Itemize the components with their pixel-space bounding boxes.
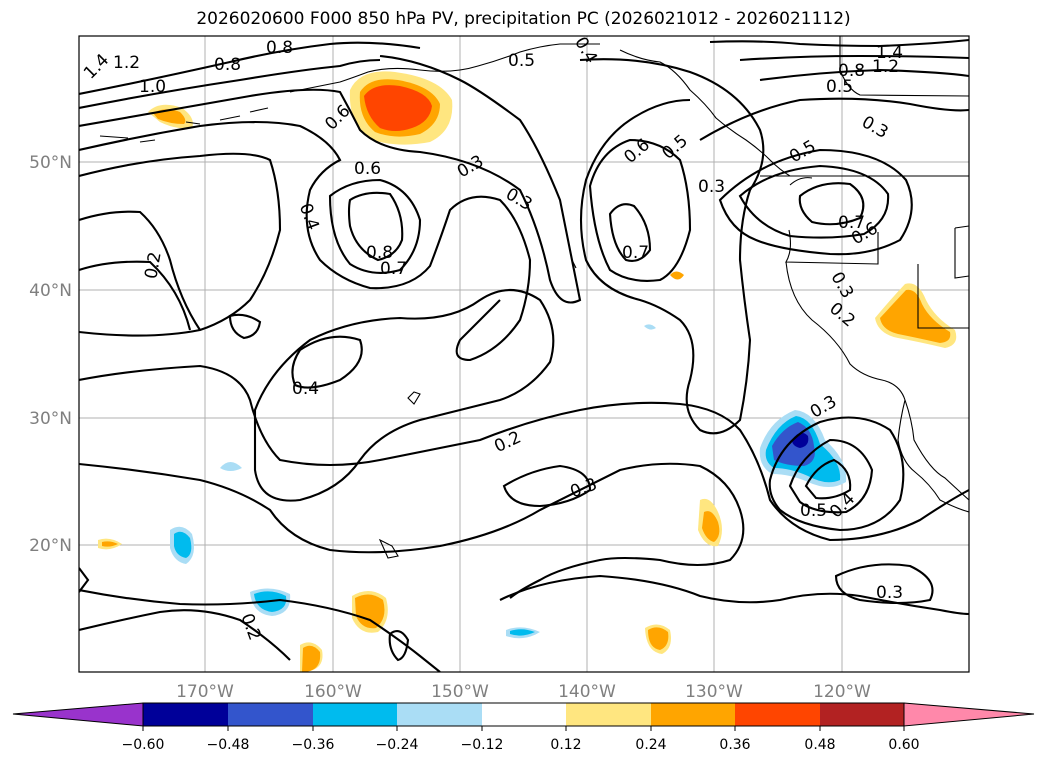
colorbar-bin	[313, 703, 397, 726]
colorbar: −0.60 −0.48 −0.36 −0.24 −0.12 0.12 0.24 …	[12, 702, 1035, 753]
colorbar-tick-label: −0.24	[376, 737, 419, 753]
lon-label-130w: 130°W	[685, 682, 743, 702]
colorbar-bin	[228, 703, 313, 726]
precip-positive-small1	[670, 271, 684, 280]
colorbar-bin	[735, 703, 820, 726]
lon-label-150w: 150°W	[431, 682, 489, 702]
precip-negative-sub4	[220, 462, 242, 471]
colorbar-tick-label: 0.48	[804, 737, 835, 753]
colorbar-bin	[143, 703, 228, 726]
contour-label: 0.4	[292, 379, 319, 399]
lat-label-20n: 20°N	[29, 536, 72, 556]
contour-label: 0.3	[876, 583, 903, 603]
contour-label: 0.8	[366, 243, 393, 263]
precip-shading	[98, 71, 957, 672]
precip-negative-sub5	[644, 324, 656, 330]
lon-label-140w: 140°W	[558, 682, 616, 702]
contour-label: 1.0	[139, 77, 166, 97]
graticule	[79, 36, 969, 672]
colorbar-tick-label: 0.36	[719, 737, 750, 753]
colorbar-bin	[566, 703, 651, 726]
colorbar-tick-labels: −0.60 −0.48 −0.36 −0.24 −0.12 0.12 0.24 …	[122, 737, 920, 753]
colorbar-bin	[397, 703, 482, 726]
contour-label: 0.2	[141, 250, 165, 280]
colorbar-bin	[820, 703, 904, 726]
contour-label: 0.8	[214, 55, 241, 75]
map-frame	[78, 35, 970, 673]
colorbar-tick-label: 0.24	[635, 737, 666, 753]
lon-label-170w: 170°W	[176, 682, 234, 702]
lon-label-160w: 160°W	[304, 682, 362, 702]
colorbar-ticks	[142, 726, 905, 731]
contour-label: 1.2	[113, 53, 140, 73]
pv-contours	[79, 38, 969, 672]
contour-label: 0.7	[838, 213, 865, 233]
contour-label: 1.4	[876, 43, 903, 63]
precip-positive-gulf-alaska-max	[364, 85, 432, 131]
contour-label: 0.5	[508, 51, 535, 71]
contour-label: 0.3	[698, 177, 725, 197]
colorbar-tick-label: −0.12	[461, 737, 504, 753]
contour-label: 1.2	[872, 57, 899, 77]
contour-label: 0.8	[266, 38, 293, 58]
colorbar-bin	[651, 703, 735, 726]
contour-label: 0.5	[826, 77, 853, 97]
contour-label: 0.6	[354, 159, 381, 179]
colorbar-tick-label: −0.60	[122, 737, 165, 753]
contour-label: 0.7	[380, 259, 407, 279]
colorbar-tick-label: 0.60	[888, 737, 919, 753]
latitude-labels: 50°N 40°N 30°N 20°N	[29, 153, 72, 556]
colorbar-tick-label: −0.36	[292, 737, 335, 753]
contour-label: 0.5	[800, 501, 827, 521]
colorbar-tick-label: −0.48	[207, 737, 250, 753]
lat-label-40n: 40°N	[29, 281, 72, 301]
contour-label: 0.7	[622, 243, 649, 263]
map-panel	[79, 36, 969, 672]
colorbar-tick-label: 0.12	[550, 737, 581, 753]
contour-label: 0.8	[838, 61, 865, 81]
lat-label-50n: 50°N	[29, 153, 72, 173]
colorbar-extend-low	[12, 702, 144, 727]
lon-label-120w: 120°W	[813, 682, 871, 702]
colorbar-bin	[482, 703, 566, 726]
map-title: 2026020600 F000 850 hPa PV, precipitatio…	[196, 9, 851, 29]
longitude-labels: 170°W 160°W 150°W 140°W 130°W 120°W	[176, 682, 871, 702]
colorbar-extend-high	[903, 702, 1035, 727]
lat-label-30n: 30°N	[29, 409, 72, 429]
